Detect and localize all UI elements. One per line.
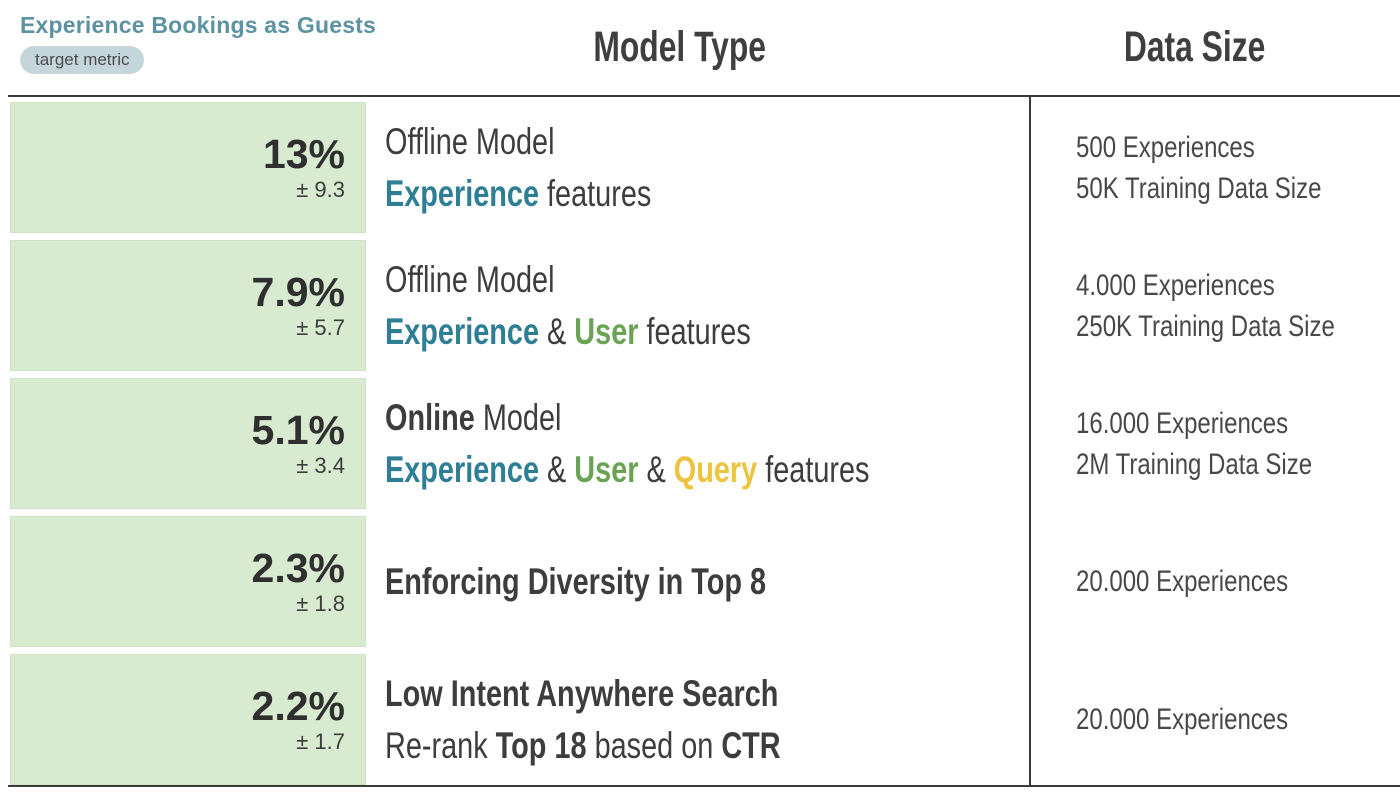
model-text-segment: Re-rank: [385, 724, 496, 766]
result-row: 5.1% ± 3.4 Online Model Experience & User…: [0, 378, 1400, 509]
model-text-segment: CTR: [721, 724, 781, 766]
bottom-divider-line: [8, 785, 1400, 787]
data-size-line: 4.000 Experiences: [1076, 268, 1275, 302]
model-description: Offline Model Experience & User features: [385, 240, 884, 371]
model-text-segment: features: [539, 172, 652, 214]
model-text-segment: Query: [673, 448, 758, 490]
model-text-segment: features: [757, 448, 870, 490]
model-text-segment: based on: [586, 724, 722, 766]
model-text-segment: User: [574, 448, 639, 490]
result-row: 2.2% ± 1.7 Low Intent Anywhere Search Re-…: [0, 654, 1400, 785]
target-metric-badge: target metric: [20, 46, 145, 74]
results-table: 13% ± 9.3 Offline Model Experience featur…: [0, 102, 1400, 785]
model-text-segment: features: [638, 310, 751, 352]
result-row: 7.9% ± 5.7 Offline Model Experience & Use…: [0, 240, 1400, 371]
lift-error-margin: ± 1.7: [296, 728, 345, 754]
column-divider-line: [1029, 96, 1031, 785]
target-metric-title: Experience Bookings as Guests: [20, 12, 377, 38]
lift-metric-box: 2.3% ± 1.8: [10, 516, 366, 647]
model-text-segment: Model: [474, 396, 562, 438]
model-text-segment: &: [539, 448, 575, 490]
lift-percentage: 2.2%: [251, 682, 345, 729]
lift-error-margin: ± 5.7: [296, 314, 345, 340]
data-size-line: 16.000 Experiences: [1076, 406, 1289, 440]
data-size-description: 4.000 Experiences 250K Training Data Size: [1076, 240, 1400, 371]
model-text-segment: Experience: [385, 310, 540, 352]
lift-metric-box: 5.1% ± 3.4: [10, 378, 366, 509]
lift-metric-box: 13% ± 9.3: [10, 102, 366, 233]
lift-error-margin: ± 1.8: [296, 590, 345, 616]
data-size-line: 500 Experiences: [1076, 130, 1255, 164]
model-text-segment: Top 18: [495, 724, 587, 766]
model-text-segment: Low Intent Anywhere Search: [385, 672, 779, 714]
top-divider-line: [8, 95, 1400, 97]
data-size-line: 20.000 Experiences: [1076, 703, 1289, 736]
data-size-description: 20.000 Experiences: [1076, 516, 1400, 647]
lift-percentage: 5.1%: [251, 406, 345, 453]
model-text-segment: Experience: [385, 448, 540, 490]
lift-percentage: 13%: [262, 130, 345, 177]
model-description: Low Intent Anywhere Search Re-rank Top 18…: [385, 654, 884, 785]
model-text-segment: &: [539, 310, 575, 352]
data-size-line: 250K Training Data Size: [1076, 309, 1335, 343]
model-text-segment: Offline Model: [385, 258, 555, 300]
data-size-description: 20.000 Experiences: [1076, 654, 1400, 785]
model-text-segment: Offline Model: [385, 120, 555, 162]
data-size-line: 2M Training Data Size: [1076, 447, 1313, 481]
lift-percentage: 2.3%: [251, 544, 345, 591]
model-text-segment: User: [574, 310, 639, 352]
model-text-segment: &: [638, 448, 674, 490]
model-description: Offline Model Experience features: [385, 102, 884, 233]
lift-error-margin: ± 9.3: [296, 176, 345, 202]
model-text-segment: Experience: [385, 172, 540, 214]
model-text-segment: Online: [385, 396, 475, 438]
model-text-segment: Enforcing Diversity in Top 8: [385, 560, 767, 602]
model-description: Enforcing Diversity in Top 8: [385, 516, 884, 647]
lift-percentage: 7.9%: [251, 268, 345, 315]
column-header-model-type: Model Type: [593, 23, 767, 71]
data-size-description: 500 Experiences 50K Training Data Size: [1076, 102, 1400, 233]
model-description: Online Model Experience & User & Query fe…: [385, 378, 884, 509]
lift-metric-box: 7.9% ± 5.7: [10, 240, 366, 371]
data-size-description: 16.000 Experiences 2M Training Data Size: [1076, 378, 1400, 509]
result-row: 2.3% ± 1.8 Enforcing Diversity in Top 8 …: [0, 516, 1400, 647]
column-header-data-size: Data Size: [1124, 23, 1266, 71]
data-size-line: 50K Training Data Size: [1076, 171, 1322, 205]
data-size-line: 20.000 Experiences: [1076, 565, 1289, 598]
lift-metric-box: 2.2% ± 1.7: [10, 654, 366, 785]
result-row: 13% ± 9.3 Offline Model Experience featur…: [0, 102, 1400, 233]
lift-error-margin: ± 3.4: [296, 452, 345, 478]
